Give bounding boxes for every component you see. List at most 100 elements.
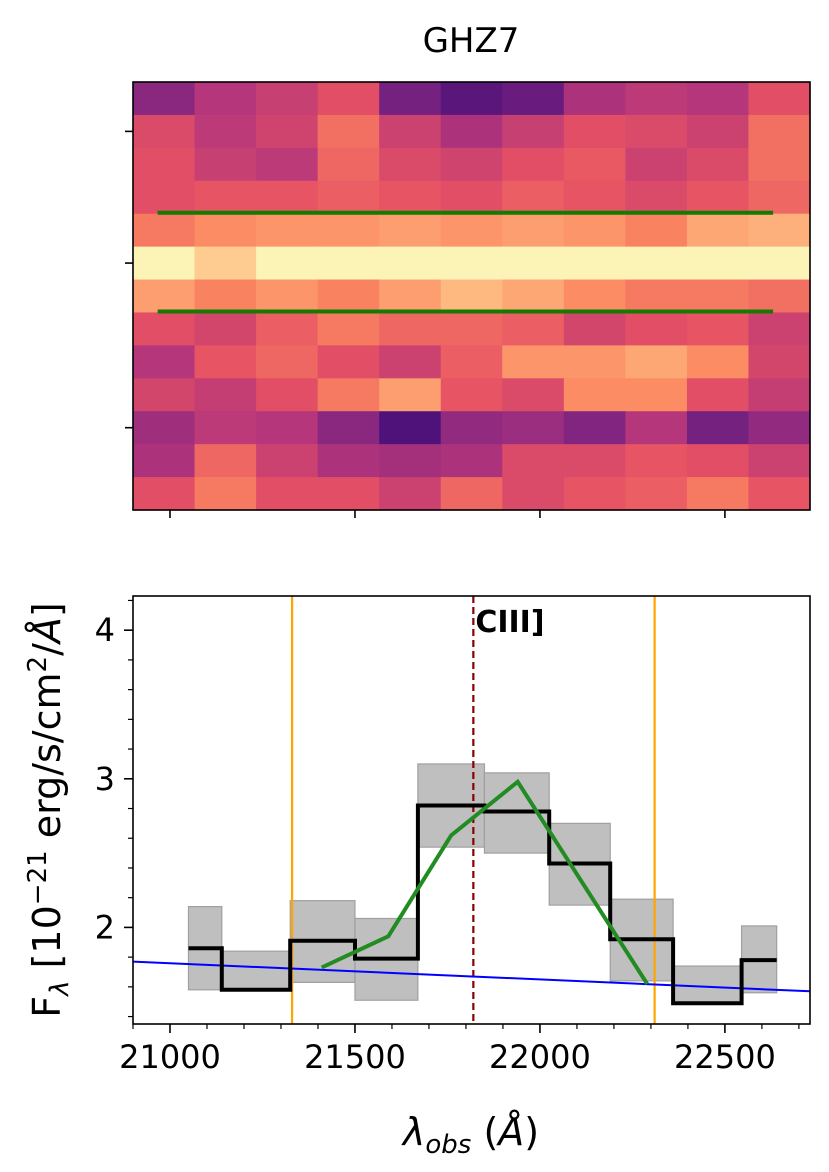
heatmap-cell bbox=[748, 114, 811, 149]
heatmap-cell bbox=[440, 180, 503, 215]
heatmap-cell bbox=[194, 279, 257, 314]
heatmap-cell bbox=[440, 411, 503, 445]
heatmap-cell bbox=[686, 345, 750, 379]
heatmap-cell bbox=[256, 180, 319, 215]
heatmap-cell bbox=[502, 180, 565, 215]
heatmap-frame bbox=[132, 81, 811, 511]
heatmap-cell bbox=[317, 378, 380, 412]
heatmap-cell bbox=[625, 114, 688, 149]
fit-line bbox=[320, 778, 649, 985]
heatmap-cell bbox=[502, 279, 565, 314]
heatmap-cell bbox=[440, 246, 503, 281]
heatmap-cell bbox=[563, 114, 626, 149]
heatmap-cell bbox=[194, 444, 257, 478]
heatmap-cell bbox=[256, 444, 319, 478]
aperture-lines bbox=[157, 210, 774, 314]
heatmap-cell bbox=[502, 147, 565, 182]
heatmap-cell bbox=[194, 411, 257, 445]
heatmap-cell bbox=[502, 444, 565, 478]
heatmap-cell bbox=[133, 345, 196, 379]
heatmap-cell bbox=[625, 82, 688, 116]
heatmap-cell bbox=[625, 180, 688, 215]
error-band-segment bbox=[672, 965, 743, 1004]
heatmap-cell bbox=[256, 477, 319, 511]
heatmap-ticks bbox=[125, 130, 726, 518]
heatmap-cell bbox=[502, 312, 565, 346]
heatmap-cell bbox=[194, 82, 257, 116]
heatmap-cell bbox=[748, 345, 811, 379]
heatmap-cell bbox=[686, 312, 750, 346]
heatmap-cell bbox=[379, 345, 442, 379]
heatmap-cell bbox=[440, 114, 503, 149]
heatmap-cell bbox=[686, 444, 750, 478]
spectrum-2d-heatmap bbox=[133, 82, 811, 511]
heatmap-cell bbox=[625, 411, 688, 445]
heatmap-cell bbox=[563, 82, 626, 116]
heatmap-cell bbox=[440, 444, 503, 478]
heatmap-cell bbox=[440, 345, 503, 379]
heatmap-cell bbox=[440, 147, 503, 182]
heatmap-cell bbox=[748, 246, 811, 281]
heatmap-cell bbox=[748, 147, 811, 182]
heatmap-cell bbox=[563, 444, 626, 478]
heatmap-cell bbox=[440, 213, 503, 248]
heatmap-cell bbox=[563, 477, 626, 511]
heatmap-cell bbox=[563, 279, 626, 314]
x-tick-label: 22000 bbox=[489, 1038, 591, 1076]
heatmap-cell bbox=[317, 213, 380, 248]
plot-frame bbox=[132, 595, 811, 1025]
heatmap-cell bbox=[379, 246, 442, 281]
heatmap-cell bbox=[686, 180, 750, 215]
heatmap-cell bbox=[563, 378, 626, 412]
heatmap-cell bbox=[563, 180, 626, 215]
heatmap-cell bbox=[379, 180, 442, 215]
heatmap-cell bbox=[317, 180, 380, 215]
heatmap-cell bbox=[686, 378, 750, 412]
heatmap-cell bbox=[440, 378, 503, 412]
heatmap-cell bbox=[625, 279, 688, 314]
heatmap-cell bbox=[686, 213, 750, 248]
heatmap-cell bbox=[748, 378, 811, 412]
chart-title: GHZ7 bbox=[423, 21, 520, 61]
heatmap-cell bbox=[256, 82, 319, 116]
heatmap-cell bbox=[194, 246, 257, 281]
heatmap-cell bbox=[748, 180, 811, 215]
heatmap-cell bbox=[133, 279, 196, 314]
heatmap-cell bbox=[133, 246, 196, 281]
heatmap-cell bbox=[379, 213, 442, 248]
heatmap-cell bbox=[748, 477, 811, 511]
heatmap-cell bbox=[317, 147, 380, 182]
heatmap-cell bbox=[379, 411, 442, 445]
heatmap-cell bbox=[686, 114, 750, 149]
heatmap-cell bbox=[379, 147, 442, 182]
y-axis-label: Fλ [10−21 erg/s/cm2/Å] bbox=[23, 602, 75, 1017]
continuum-line bbox=[133, 960, 810, 993]
heatmap-cell bbox=[748, 213, 811, 248]
heatmap-cell bbox=[133, 114, 196, 149]
heatmap-cell bbox=[563, 213, 626, 248]
heatmap-cell bbox=[502, 345, 565, 379]
heatmap-cell bbox=[194, 180, 257, 215]
heatmap-cell bbox=[317, 279, 380, 314]
heatmap-cell bbox=[563, 411, 626, 445]
heatmap-cell bbox=[256, 411, 319, 445]
heatmap-cell bbox=[625, 378, 688, 412]
heatmap-cell bbox=[317, 345, 380, 379]
heatmap-cell bbox=[440, 279, 503, 314]
heatmap-cell bbox=[194, 378, 257, 412]
heatmap-cell bbox=[748, 411, 811, 445]
heatmap-cell bbox=[133, 180, 196, 215]
heatmap-cell bbox=[502, 411, 565, 445]
heatmap-cell bbox=[686, 147, 750, 182]
heatmap-cell bbox=[502, 213, 565, 248]
heatmap-cell bbox=[625, 444, 688, 478]
heatmap-cell bbox=[686, 279, 750, 314]
heatmap-cell bbox=[133, 378, 196, 412]
heatmap-cell bbox=[317, 444, 380, 478]
heatmap-cell bbox=[133, 82, 196, 116]
heatmap-cell bbox=[563, 147, 626, 182]
heatmap-cell bbox=[625, 213, 688, 248]
heatmap-cell bbox=[686, 82, 750, 116]
heatmap-cell bbox=[748, 279, 811, 314]
heatmap-cell bbox=[317, 312, 380, 346]
